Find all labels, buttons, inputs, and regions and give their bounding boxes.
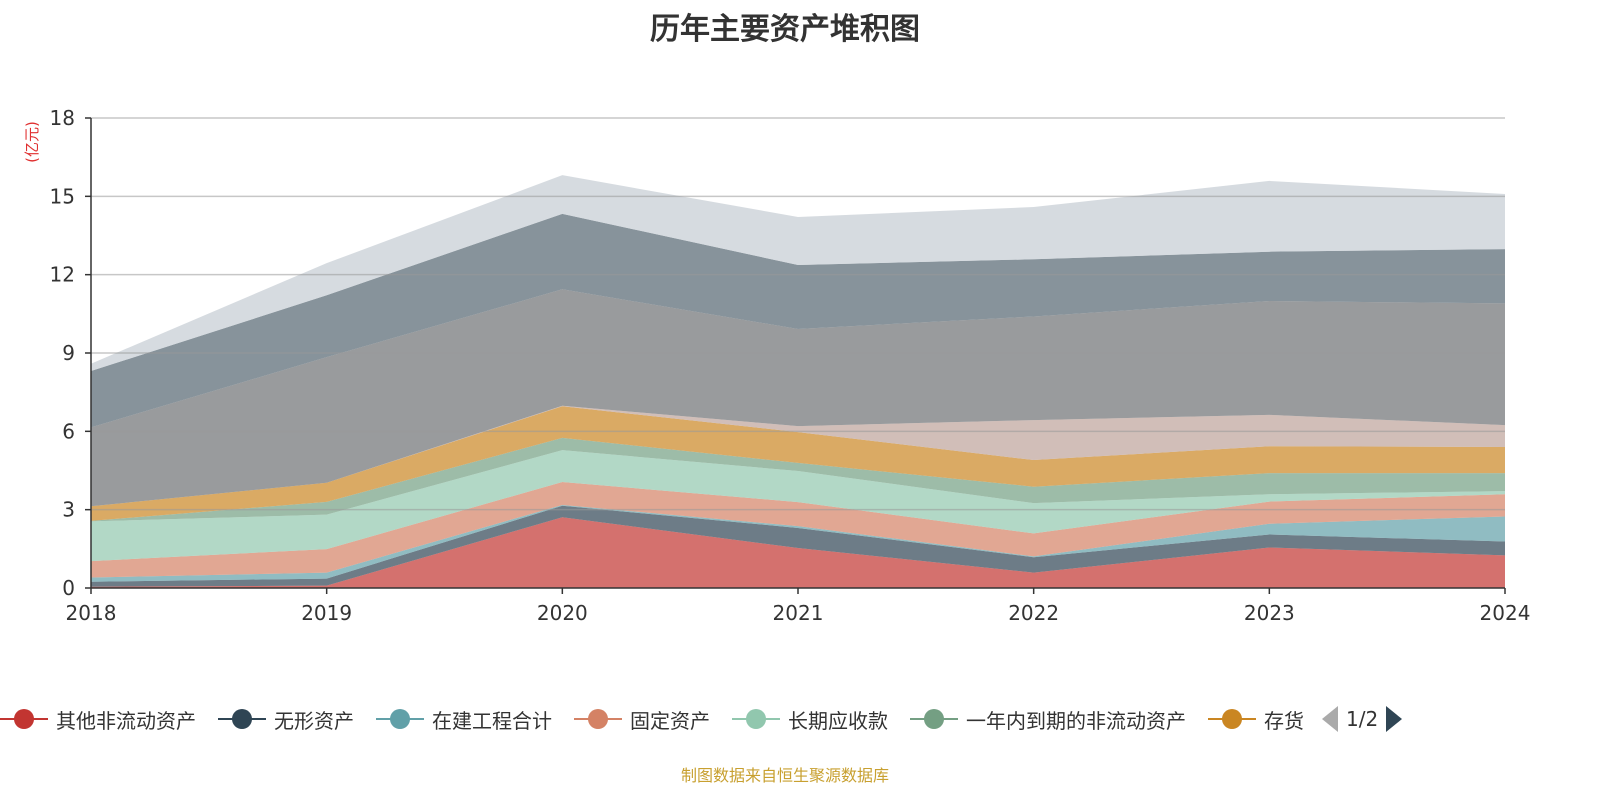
legend-label: 固定资产 — [630, 708, 710, 733]
legend-label: 存货 — [1264, 708, 1304, 733]
area-series-0 — [91, 517, 1505, 588]
y-tick-label: 3 — [62, 498, 75, 522]
area-series-10 — [91, 175, 1505, 372]
y-tick-label: 12 — [50, 263, 75, 287]
legend-item[interactable]: 一年内到期的非流动资产 — [910, 705, 1186, 734]
legend-marker-icon — [732, 707, 780, 731]
y-tick-label: 15 — [50, 184, 75, 208]
area-series-3 — [91, 481, 1505, 578]
x-tick-label: 2019 — [301, 601, 352, 625]
y-tick-label: 9 — [62, 341, 75, 365]
legend-item[interactable]: 其他非流动资产 — [0, 705, 196, 734]
legend-page-indicator: 1/2 — [1346, 707, 1379, 731]
area-series-8 — [91, 289, 1505, 507]
legend-label: 无形资产 — [274, 708, 354, 733]
y-tick-label: 0 — [62, 576, 75, 600]
x-tick-label: 2021 — [773, 601, 824, 625]
legend-label: 一年内到期的非流动资产 — [966, 708, 1186, 733]
area-series-4 — [91, 450, 1505, 562]
chart-title: 历年主要资产堆积图 — [650, 12, 920, 47]
legend-prev-page-icon[interactable] — [1322, 706, 1338, 732]
legend-item[interactable]: 长期应收款 — [732, 705, 888, 734]
legend-marker-icon — [0, 707, 48, 731]
x-tick-label: 2023 — [1244, 601, 1295, 625]
legend-item[interactable]: 存货 — [1208, 705, 1304, 734]
data-source-note: 制图数据来自恒生聚源数据库 — [680, 766, 889, 785]
legend-marker-icon — [1208, 707, 1256, 731]
legend: 其他非流动资产 无形资产 在建工程合计 固定资产 长期应收款 一年内到期的非流动资产 存货 1… — [0, 702, 1403, 736]
stacked-area-chart: 0 3 6 9 12 15 18 2018 2019 2020 2021 2022 2023 2024 (亿… — [23, 106, 1531, 625]
legend-item[interactable]: 无形资产 — [218, 705, 354, 734]
legend-item[interactable]: 固定资产 — [574, 705, 710, 734]
y-tick-label: 18 — [50, 106, 75, 130]
legend-label: 长期应收款 — [788, 708, 888, 733]
x-tick-label: 2022 — [1008, 601, 1059, 625]
x-tick-label: 2024 — [1480, 601, 1531, 625]
y-axis-unit-label: (亿元) — [23, 121, 41, 163]
x-tick-label: 2018 — [66, 601, 117, 625]
legend-item[interactable]: 在建工程合计 — [376, 705, 552, 734]
legend-marker-icon — [218, 707, 266, 731]
area-series-5 — [91, 437, 1505, 522]
legend-pager: 1/2 — [1322, 706, 1403, 732]
x-tick-label: 2020 — [537, 601, 588, 625]
area-series-9 — [91, 213, 1505, 428]
y-tick-label: 6 — [62, 419, 75, 443]
legend-marker-icon — [376, 707, 424, 731]
area-series-1 — [91, 505, 1505, 587]
legend-label: 在建工程合计 — [432, 708, 552, 733]
legend-next-page-icon[interactable] — [1386, 706, 1403, 732]
legend-label: 其他非流动资产 — [56, 708, 196, 733]
legend-marker-icon — [574, 707, 622, 731]
legend-marker-icon — [910, 707, 958, 731]
